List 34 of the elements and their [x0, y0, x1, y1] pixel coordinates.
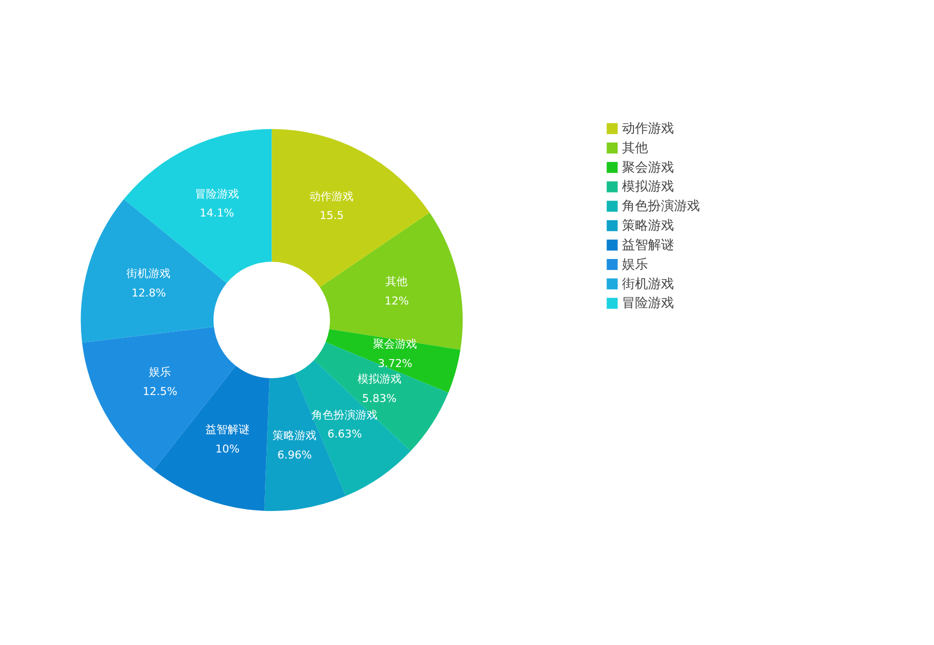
slice-label: 冒险游戏 [194, 187, 239, 200]
donut-slice [326, 329, 460, 393]
donut-slice [272, 129, 430, 288]
data-label: 6.63% [327, 428, 362, 441]
data-label: 12% [384, 294, 409, 308]
data-label: 5.83% [362, 392, 397, 405]
legend-label: 模拟游戏 [622, 180, 674, 195]
slice-label: 模拟游戏 [357, 372, 402, 386]
legend-label: 策略游戏 [622, 218, 674, 234]
legend-label: 益智解谜 [622, 238, 674, 253]
slice-label: 角色扮演游戏 [312, 408, 378, 422]
data-label: 6.96% [277, 448, 312, 462]
legend-label: 角色扮演游戏 [622, 199, 700, 214]
data-label: 12.5% [142, 385, 178, 398]
legend-label: 冒险游戏 [622, 296, 674, 312]
slice-label: 娱乐 [149, 366, 172, 379]
slice-label: 动作游戏 [310, 190, 354, 203]
slice-label: 益智解谜 [205, 423, 250, 436]
legend-label: 娱乐 [622, 257, 648, 272]
data-label: 3.72% [378, 356, 412, 370]
data-label: 12.8% [131, 286, 166, 300]
legend-label: 动作游戏 [622, 122, 674, 136]
slice-label: 策略游戏 [272, 429, 317, 442]
slice-label: 其他 [386, 275, 408, 288]
data-label: 15.5 [320, 209, 344, 222]
slice-label: 聚会游戏 [373, 338, 418, 351]
legend-label: 街机游戏 [622, 276, 674, 292]
data-label: 14.1% [200, 206, 234, 220]
legend-label: 其他 [622, 140, 648, 156]
donut-slice [124, 129, 272, 284]
data-label: 10% [215, 442, 240, 456]
legend-label: 聚会游戏 [622, 160, 674, 176]
slice-label: 街机游戏 [126, 267, 171, 280]
donut-slice [320, 212, 463, 350]
